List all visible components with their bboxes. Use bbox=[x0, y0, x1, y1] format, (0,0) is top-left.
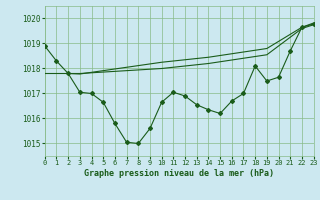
X-axis label: Graphe pression niveau de la mer (hPa): Graphe pression niveau de la mer (hPa) bbox=[84, 169, 274, 178]
